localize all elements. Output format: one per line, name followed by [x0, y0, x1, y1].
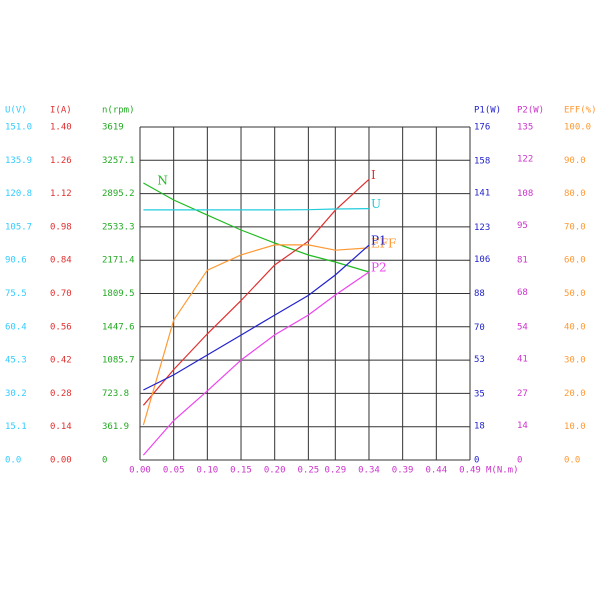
x-tick-label: 0.29 — [324, 466, 346, 476]
y-tick-label: 81 — [517, 256, 528, 266]
series-line — [142, 244, 370, 426]
series-label: N — [157, 174, 168, 188]
y-tick-label: 18 — [474, 421, 485, 431]
x-tick-label: 0.05 — [163, 466, 185, 476]
x-tick-label: 0.20 — [264, 466, 286, 476]
series-label: I — [371, 168, 376, 182]
y-tick-label: 120.8 — [5, 189, 32, 199]
y-tick-label: 60.0 — [564, 256, 586, 266]
y-tick-label: 135.9 — [5, 156, 32, 166]
series-label: P1 — [371, 234, 387, 248]
y-tick-label: 75.5 — [5, 289, 27, 299]
y-tick-label: 70 — [474, 323, 485, 333]
y-tick-label: 3257.1 — [102, 156, 135, 166]
y-tick-label: 1.40 — [50, 123, 72, 133]
y-tick-label: 361.9 — [102, 422, 129, 432]
y-tick-label: 40.0 — [564, 322, 586, 332]
y-tick-label: 27 — [517, 389, 528, 399]
y-tick-label: 1447.6 — [102, 322, 135, 332]
x-tick-label: 0.00 — [129, 466, 151, 476]
y-tick-label: 15.1 — [5, 422, 27, 432]
y-tick-label: 0 — [102, 456, 107, 466]
y-tick-label: 2533.3 — [102, 222, 135, 232]
y-tick-label: 151.0 — [5, 123, 32, 133]
y-tick-label: 176 — [474, 123, 490, 133]
series-label: EFF — [371, 236, 396, 250]
y-axis-title: EFF(%) — [564, 106, 597, 116]
y-tick-label: 54 — [517, 322, 528, 332]
x-tick-label: 0.25 — [298, 466, 320, 476]
y-tick-label: 95 — [517, 221, 528, 231]
y-tick-label: 14 — [517, 421, 528, 431]
x-tick-label: 0.49 — [459, 466, 481, 476]
y-tick-label: 141 — [474, 189, 490, 199]
y-tick-label: 68 — [517, 288, 528, 298]
series-line — [143, 208, 370, 211]
y-tick-label: 1.12 — [50, 189, 72, 199]
series-line — [143, 244, 370, 391]
x-axis-label: M(N.m) — [486, 466, 519, 476]
y-tick-label: 10.0 — [564, 422, 586, 432]
y-tick-label: 0.70 — [50, 289, 72, 299]
y-tick-label: 90.0 — [564, 156, 586, 166]
y-tick-label: 123 — [474, 223, 490, 233]
y-tick-label: 80.0 — [564, 189, 586, 199]
series-label: P2 — [371, 261, 387, 275]
y-tick-label: 35 — [474, 389, 485, 399]
series-line — [143, 182, 370, 273]
y-axis-title: U(V) — [5, 106, 27, 116]
x-tick-label: 0.44 — [425, 466, 447, 476]
y-tick-label: 0.98 — [50, 222, 72, 232]
x-tick-label: 0.10 — [197, 466, 219, 476]
y-tick-label: 108 — [517, 189, 533, 199]
y-tick-label: 90.6 — [5, 256, 27, 266]
y-tick-label: 1809.5 — [102, 289, 135, 299]
y-tick-label: 0 — [517, 456, 522, 466]
series-label: U — [371, 197, 381, 211]
y-tick-label: 88 — [474, 289, 485, 299]
y-tick-label: 60.4 — [5, 322, 27, 332]
y-tick-label: 0.56 — [50, 322, 72, 332]
y-tick-label: 0.14 — [50, 422, 72, 432]
y-tick-label: 2171.4 — [102, 256, 135, 266]
x-tick-label: 0.39 — [392, 466, 414, 476]
series-line — [142, 271, 370, 456]
y-tick-label: 30.0 — [564, 356, 586, 366]
y-tick-label: 0.0 — [5, 456, 21, 466]
y-tick-label: 135 — [517, 123, 533, 133]
x-tick-label: 0.15 — [230, 466, 252, 476]
y-tick-label: 20.0 — [564, 389, 586, 399]
y-tick-label: 0.0 — [564, 456, 580, 466]
y-tick-label: 45.3 — [5, 356, 27, 366]
y-tick-label: 105.7 — [5, 222, 32, 232]
y-tick-label: 53 — [474, 355, 485, 365]
y-axis-title: n(rpm) — [102, 106, 135, 116]
series-line — [142, 178, 370, 406]
y-tick-label: 50.0 — [564, 289, 586, 299]
y-tick-label: 1.26 — [50, 156, 72, 166]
y-tick-label: 2895.2 — [102, 189, 135, 199]
y-tick-label: 0 — [474, 456, 479, 466]
y-axis-title: P2(W) — [517, 106, 544, 116]
x-tick-label: 0.34 — [358, 466, 380, 476]
y-tick-label: 0.28 — [50, 389, 72, 399]
y-tick-label: 122 — [517, 155, 533, 165]
y-tick-label: 30.2 — [5, 389, 27, 399]
y-tick-label: 100.0 — [564, 123, 591, 133]
y-tick-label: 41 — [517, 354, 528, 364]
y-tick-label: 158 — [474, 157, 490, 167]
y-tick-label: 723.8 — [102, 389, 129, 399]
y-tick-label: 0.00 — [50, 456, 72, 466]
y-tick-label: 1085.7 — [102, 356, 135, 366]
y-axis-title: I(A) — [50, 106, 72, 116]
y-tick-label: 0.42 — [50, 356, 72, 366]
y-tick-label: 3619 — [102, 123, 124, 133]
y-tick-label: 0.84 — [50, 256, 72, 266]
y-axis-title: P1(W) — [474, 106, 501, 116]
y-tick-label: 106 — [474, 255, 490, 265]
y-tick-label: 70.0 — [564, 222, 586, 232]
